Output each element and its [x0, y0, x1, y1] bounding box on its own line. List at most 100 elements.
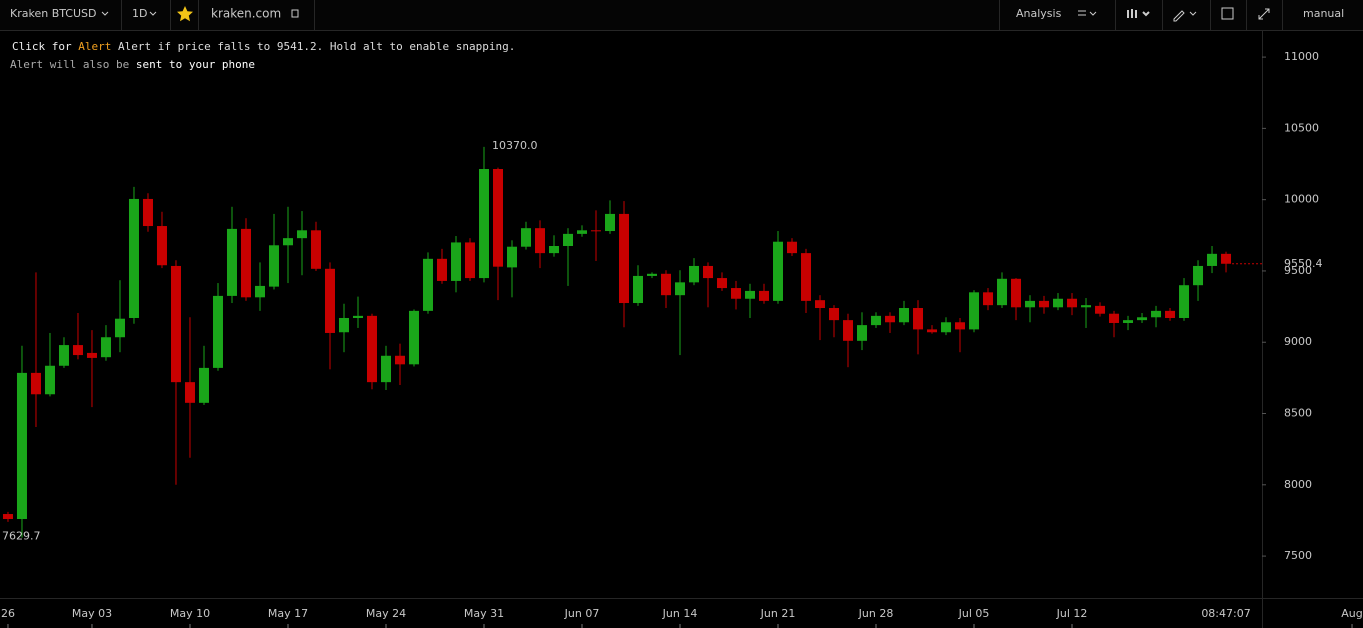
- draw-button[interactable]: [1173, 10, 1197, 22]
- time-label: 08:47:07: [1201, 607, 1250, 620]
- candle-body: [366, 315, 377, 383]
- candle-body: [58, 345, 69, 366]
- candle-body: [562, 233, 573, 246]
- x-tick-label: Aug: [1341, 607, 1362, 620]
- candle-body: [422, 258, 433, 311]
- candle-body: [170, 265, 181, 383]
- candle-body: [717, 278, 728, 289]
- candle-body: [114, 318, 125, 338]
- alert-text: Alert will also be sent to your phone: [10, 58, 255, 71]
- candle-body: [1137, 317, 1148, 321]
- indicator-button[interactable]: [1221, 7, 1234, 20]
- chevron: [149, 11, 157, 16]
- candle-body: [408, 310, 419, 365]
- candle-body: [913, 308, 924, 330]
- candle-body: [745, 290, 756, 299]
- candle-body: [731, 288, 742, 299]
- candle-body: [44, 365, 55, 395]
- interval-button[interactable]: 1D: [132, 7, 147, 20]
- candle-body: [983, 292, 994, 306]
- x-tick-label: Jun 21: [760, 607, 796, 620]
- candle-body: [282, 238, 293, 246]
- candle-body: [590, 230, 601, 232]
- candle-body: [1109, 313, 1120, 323]
- y-tick-label: 8000: [1284, 478, 1312, 491]
- candle-body: [618, 213, 629, 304]
- x-tick-label: May 17: [268, 607, 308, 620]
- candle-body: [829, 308, 840, 321]
- candle-body: [72, 345, 83, 356]
- site-link[interactable]: kraken.com: [211, 7, 281, 21]
- candle-body: [352, 315, 363, 318]
- candle-body: [520, 228, 531, 247]
- candle-body: [226, 228, 237, 296]
- x-tick-label: Jun 28: [858, 607, 894, 620]
- favorite-star[interactable]: [177, 6, 193, 22]
- candle-body: [871, 315, 882, 326]
- candle-body: [184, 382, 195, 403]
- candle-body: [1039, 300, 1050, 308]
- candle-body: [338, 317, 349, 333]
- chart-type-button[interactable]: [1127, 9, 1150, 18]
- candle-body: [324, 268, 335, 333]
- last-price-label: 9550.4: [1284, 257, 1323, 270]
- candle-body: [310, 230, 321, 269]
- mode-button[interactable]: manual: [1303, 7, 1344, 20]
- candle-body: [1067, 298, 1078, 308]
- candle-body: [801, 253, 812, 301]
- y-tick-label: 10500: [1284, 121, 1319, 134]
- candle-body: [787, 241, 798, 254]
- candle-body: [534, 228, 545, 254]
- candle-body: [240, 228, 251, 298]
- candle-body: [857, 325, 868, 341]
- candle-body: [1081, 305, 1092, 308]
- candle-body: [604, 213, 615, 232]
- candle-body: [1053, 298, 1064, 308]
- candle-body: [647, 273, 658, 276]
- candle-body: [759, 290, 770, 301]
- y-tick-label: 10000: [1284, 193, 1319, 206]
- candle-body: [1221, 253, 1232, 264]
- candle-body: [506, 246, 517, 268]
- candle-body: [1025, 300, 1036, 308]
- candle-body: [156, 226, 167, 266]
- candle-body: [268, 245, 279, 287]
- candle-body: [815, 300, 826, 309]
- candle-body: [86, 352, 97, 358]
- symbol-button[interactable]: Kraken BTCUSD: [10, 7, 97, 20]
- candle-body: [450, 242, 461, 281]
- candle-body: [492, 169, 503, 267]
- candle-body: [436, 258, 447, 281]
- toolbar-separators: [121, 0, 1283, 30]
- x-tick-label: Jun 07: [564, 607, 600, 620]
- x-tick-label: Jul 05: [958, 607, 990, 620]
- candle-body: [1207, 253, 1218, 266]
- candle-body: [198, 367, 209, 403]
- candle-body: [1165, 310, 1176, 318]
- candle-body: [548, 245, 559, 254]
- candle-body: [675, 282, 686, 296]
- candle-body: [941, 322, 952, 333]
- candle-body: [478, 169, 489, 279]
- candle-body: [576, 230, 587, 234]
- candle-body: [296, 230, 307, 239]
- candle-body: [843, 320, 854, 341]
- low-label: 7629.7: [2, 530, 41, 543]
- x-tick-label: May 24: [366, 607, 406, 620]
- candle-body: [1151, 310, 1162, 318]
- analysis-button[interactable]: Analysis: [1016, 7, 1062, 20]
- candle-body: [254, 285, 265, 298]
- candle-body: [16, 372, 27, 520]
- candle-body: [927, 329, 938, 333]
- candle-body: [394, 355, 405, 365]
- toolbar: [0, 0, 1363, 30]
- y-tick-label: 8500: [1284, 407, 1312, 420]
- candle-body: [2, 514, 13, 520]
- popout-icon[interactable]: [291, 9, 299, 18]
- candle-body: [1095, 305, 1106, 314]
- fullscreen-button[interactable]: [1258, 8, 1270, 20]
- candle-body: [885, 315, 896, 323]
- x-tick-label: Jul 12: [1056, 607, 1088, 620]
- alert-text: Click for Alert Alert if price falls to …: [12, 40, 515, 53]
